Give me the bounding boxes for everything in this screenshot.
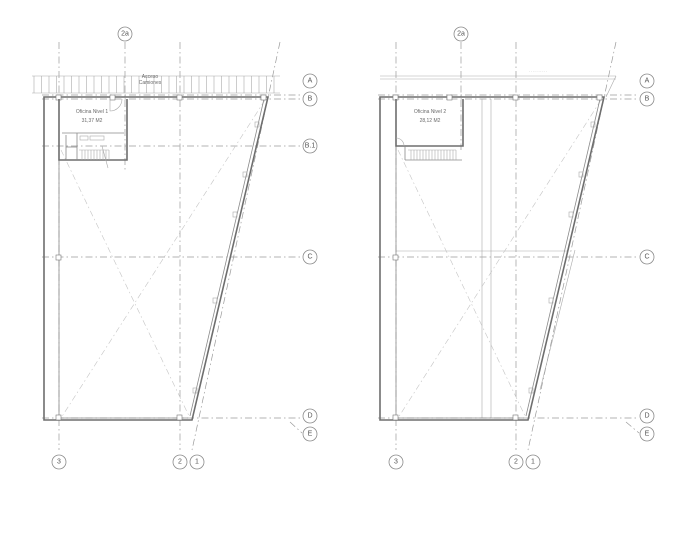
roof-canopy: · · · · · · · · · · xyxy=(380,70,617,98)
office-area-level-1: 31,37 M2 xyxy=(82,118,103,124)
svg-text:C: C xyxy=(307,254,312,261)
svg-text:2: 2 xyxy=(178,459,182,466)
cross-line xyxy=(60,149,191,419)
grid-line-1 xyxy=(527,41,617,451)
svg-text:2a: 2a xyxy=(121,31,129,38)
svg-text:3: 3 xyxy=(394,459,398,466)
svg-text:D: D xyxy=(307,413,312,420)
plan-level-2: · · · · · · · · · · xyxy=(378,26,655,470)
grid-bubble-b: B xyxy=(639,91,655,107)
svg-text:B.1: B.1 xyxy=(305,143,316,150)
svg-text:A: A xyxy=(645,78,650,85)
grid-bubble-b1: B.1 xyxy=(302,138,318,154)
svg-text:C: C xyxy=(644,254,649,261)
column-markers xyxy=(55,94,267,421)
inner-wall xyxy=(189,98,265,417)
window-marks xyxy=(192,121,260,394)
grid-bubble-2: 2 xyxy=(508,454,524,470)
svg-text:1: 1 xyxy=(531,459,535,466)
cross-line xyxy=(397,99,602,419)
grid-bubble-a: A xyxy=(302,73,318,89)
office-name-level-1: Oficina Nivel 1 xyxy=(76,109,108,115)
building-outline xyxy=(43,96,270,421)
grid-bubble-1: 1 xyxy=(189,454,205,470)
grid-bubble-e: E xyxy=(302,426,318,442)
office-block-level-1 xyxy=(58,98,128,169)
inner-wall xyxy=(525,98,601,417)
grid-line-e xyxy=(625,421,640,434)
plan-level-1: Acceso Camiones Oficina Nivel 1 31,37 M2… xyxy=(32,26,318,470)
truck-access-canopy xyxy=(32,75,280,94)
grid-bubble-3: 3 xyxy=(51,454,67,470)
grid-bubble-b: B xyxy=(302,91,318,107)
grid-bubble-c: C xyxy=(639,249,655,265)
svg-text:E: E xyxy=(645,431,650,438)
grid-line-e xyxy=(289,421,303,434)
office-block-level-2 xyxy=(395,99,464,161)
grid-bubble-3: 3 xyxy=(388,454,404,470)
svg-text:2a: 2a xyxy=(457,31,465,38)
office-area-level-2: 28,12 M2 xyxy=(420,118,441,124)
grid-bubble-c: C xyxy=(302,249,318,265)
svg-text:3: 3 xyxy=(57,459,61,466)
office-name-level-2: Oficina Nivel 2 xyxy=(414,109,446,115)
grid-bubble-1: 1 xyxy=(525,454,541,470)
svg-text:1: 1 xyxy=(195,459,199,466)
grid-bubble-2: 2 xyxy=(172,454,188,470)
window-marks xyxy=(528,121,596,394)
cross-line xyxy=(397,149,527,419)
svg-text:E: E xyxy=(308,431,313,438)
inner-wall xyxy=(58,99,188,419)
column-markers xyxy=(392,94,603,421)
inner-wall xyxy=(395,99,524,419)
grid-bubble-2a: 2a xyxy=(453,26,469,42)
grid-line-1 xyxy=(191,41,281,451)
svg-text:2: 2 xyxy=(514,459,518,466)
svg-text:· · · · · · · · · ·: · · · · · · · · · · xyxy=(529,70,548,74)
grid-bubble-a: A xyxy=(639,73,655,89)
grid-bubble-d: D xyxy=(302,408,318,424)
svg-text:A: A xyxy=(308,78,313,85)
svg-text:B: B xyxy=(645,96,650,103)
svg-text:D: D xyxy=(644,413,649,420)
building-outline xyxy=(379,96,606,421)
grid-bubble-e: E xyxy=(639,426,655,442)
grid-bubble-d: D xyxy=(639,408,655,424)
cross-line xyxy=(60,99,266,419)
truck-access-label: Acceso xyxy=(142,74,159,80)
inner-wall xyxy=(539,249,576,391)
truck-access-label-line2: Camiones xyxy=(139,80,162,86)
grid-bubble-2a: 2a xyxy=(117,26,133,42)
svg-text:B: B xyxy=(308,96,313,103)
